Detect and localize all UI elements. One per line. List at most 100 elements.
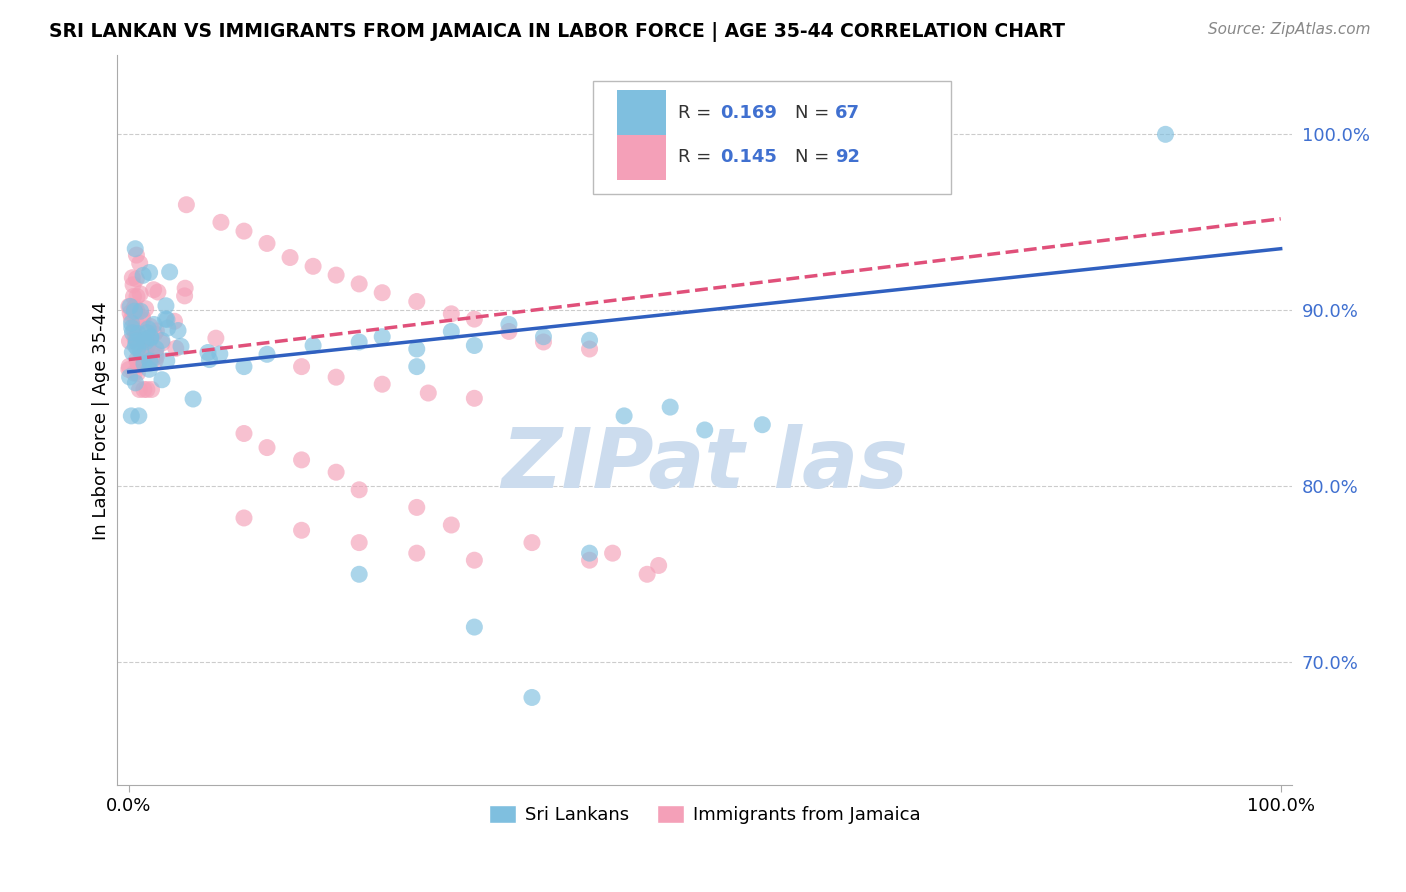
Point	[121, 321, 143, 335]
Point	[578, 342, 600, 356]
Point	[405, 359, 427, 374]
Point	[118, 370, 141, 384]
Point	[139, 356, 162, 370]
Point	[302, 260, 325, 274]
Point	[150, 373, 173, 387]
Point	[181, 392, 204, 406]
Point	[132, 333, 155, 347]
Point	[371, 377, 394, 392]
Point	[139, 331, 162, 345]
Point	[145, 347, 167, 361]
Point	[142, 318, 165, 332]
Point	[136, 331, 159, 345]
Point	[121, 326, 143, 340]
Text: R =: R =	[678, 148, 717, 167]
Point	[129, 286, 152, 301]
Point	[136, 338, 159, 352]
Point	[118, 362, 141, 376]
Point	[118, 359, 141, 374]
Point	[141, 383, 163, 397]
Point	[124, 339, 146, 353]
Point	[347, 277, 370, 291]
Point	[136, 322, 159, 336]
Point	[371, 285, 394, 300]
Point	[122, 289, 145, 303]
Point	[125, 306, 148, 320]
Point	[125, 316, 148, 330]
Point	[371, 329, 394, 343]
Point	[302, 338, 325, 352]
Point	[209, 215, 232, 229]
Point	[256, 236, 278, 251]
Point	[1154, 128, 1177, 142]
Y-axis label: In Labor Force | Age 35-44: In Labor Force | Age 35-44	[93, 301, 110, 540]
Point	[578, 553, 600, 567]
Point	[127, 367, 149, 381]
Point	[132, 313, 155, 327]
Point	[138, 265, 160, 279]
Point	[693, 423, 716, 437]
Point	[463, 553, 485, 567]
Point	[440, 325, 463, 339]
Text: R =: R =	[678, 103, 717, 122]
Point	[124, 304, 146, 318]
Point	[128, 354, 150, 368]
Point	[122, 366, 145, 380]
Point	[578, 546, 600, 560]
Point	[143, 354, 166, 368]
Point	[132, 357, 155, 371]
Text: N =: N =	[796, 148, 835, 167]
Point	[325, 465, 347, 479]
Point	[647, 558, 669, 573]
Point	[165, 342, 187, 356]
Point	[125, 303, 148, 318]
Point	[124, 242, 146, 256]
Point	[142, 283, 165, 297]
Point	[121, 345, 143, 359]
Point	[121, 270, 143, 285]
Point	[125, 335, 148, 350]
Point	[120, 316, 142, 330]
FancyBboxPatch shape	[617, 135, 666, 180]
Point	[124, 301, 146, 315]
Point	[139, 330, 162, 344]
Point	[156, 321, 179, 335]
Point	[520, 535, 543, 549]
Point	[198, 352, 221, 367]
Point	[120, 300, 142, 314]
Point	[150, 336, 173, 351]
Point	[163, 314, 186, 328]
Point	[405, 546, 427, 560]
Point	[520, 690, 543, 705]
Point	[325, 370, 347, 384]
Point	[156, 354, 179, 368]
Point	[145, 324, 167, 338]
Point	[167, 324, 190, 338]
Point	[405, 342, 427, 356]
Point	[533, 329, 555, 343]
Point	[145, 342, 167, 356]
Point	[136, 326, 159, 340]
Point	[440, 307, 463, 321]
Point	[463, 312, 485, 326]
Text: 0.169: 0.169	[720, 103, 778, 122]
Point	[463, 620, 485, 634]
Point	[125, 329, 148, 343]
Text: 0.145: 0.145	[720, 148, 778, 167]
Text: SRI LANKAN VS IMMIGRANTS FROM JAMAICA IN LABOR FORCE | AGE 35-44 CORRELATION CHA: SRI LANKAN VS IMMIGRANTS FROM JAMAICA IN…	[49, 22, 1066, 42]
Point	[208, 347, 231, 361]
Point	[233, 359, 256, 374]
Point	[197, 345, 219, 359]
Point	[176, 198, 198, 212]
Point	[170, 339, 193, 353]
Point	[405, 294, 427, 309]
Point	[146, 285, 169, 299]
Point	[135, 301, 157, 316]
Point	[278, 251, 301, 265]
Point	[463, 338, 485, 352]
Text: Source: ZipAtlas.com: Source: ZipAtlas.com	[1208, 22, 1371, 37]
Point	[120, 409, 142, 423]
Point	[418, 386, 440, 401]
Point	[138, 362, 160, 376]
Point	[405, 500, 427, 515]
